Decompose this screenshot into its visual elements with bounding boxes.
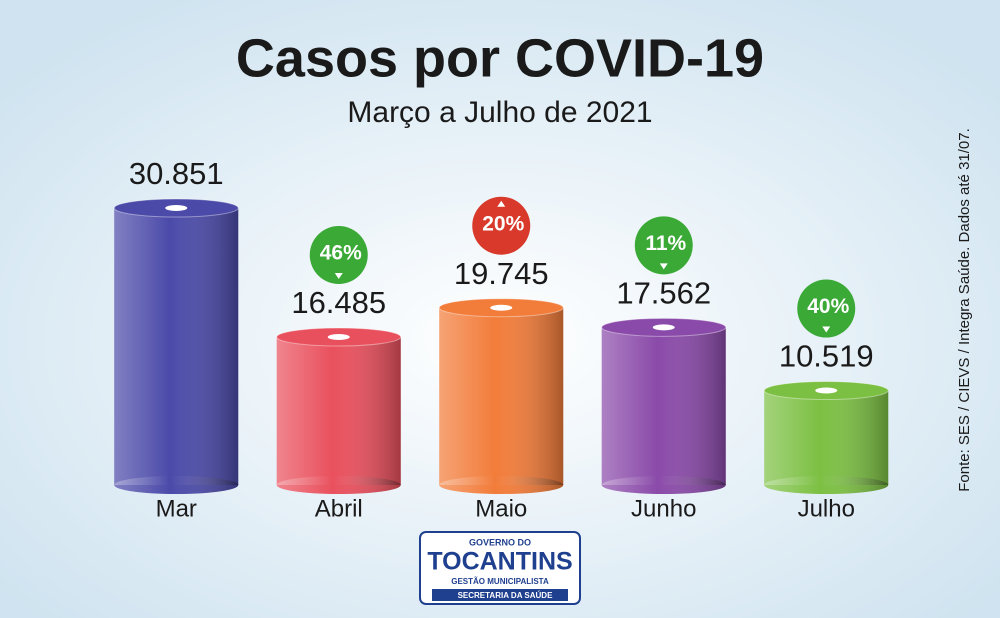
logo-department: SECRETARIA DA SAÚDE xyxy=(458,591,553,600)
bar-base-shade xyxy=(764,476,889,494)
logo: GOVERNO DO TOCANTINS GESTÃO MUNICIPALIST… xyxy=(419,531,581,605)
logo-tagline: GESTÃO MUNICIPALISTA xyxy=(451,577,549,586)
bar-shade xyxy=(764,390,889,485)
value-label: 30.851 xyxy=(129,156,224,191)
x-tick-label: Maio xyxy=(475,495,527,522)
bar-base-shade xyxy=(439,476,564,494)
change-badge xyxy=(797,279,856,338)
change-label: 11% xyxy=(645,232,686,255)
x-tick-label: Julho xyxy=(798,495,855,522)
value-label: 16.485 xyxy=(291,285,386,320)
change-arrow xyxy=(497,200,506,207)
change-arrow xyxy=(334,272,343,279)
bar-base-shade xyxy=(601,476,726,494)
bar-shade xyxy=(276,336,401,485)
bar-top-hole xyxy=(327,333,350,340)
change-badge xyxy=(309,225,368,284)
x-tick-label: Junho xyxy=(631,495,696,522)
value-label: 19.745 xyxy=(454,256,549,291)
bar-top-hole xyxy=(165,205,188,211)
logo-name: TOCANTINS xyxy=(427,548,572,576)
change-label: 20% xyxy=(482,212,524,235)
x-tick-label: Mar xyxy=(156,495,197,522)
bar-shade xyxy=(114,208,239,485)
bar-shade xyxy=(439,307,564,485)
source-note: Fonte: SES / CIEVS / Integra Saúde. Dado… xyxy=(956,128,973,492)
logo-frame xyxy=(419,531,581,605)
chart-subtitle: Março a Julho de 2021 xyxy=(347,96,652,129)
bar-top-hole xyxy=(815,387,838,394)
bar-shade xyxy=(601,327,726,485)
bar-base-shade xyxy=(114,476,239,494)
change-badge xyxy=(634,216,693,275)
x-tick-label: Abril xyxy=(315,495,363,522)
bar-top-hole xyxy=(652,324,675,331)
change-label: 40% xyxy=(807,295,849,318)
change-arrow xyxy=(822,326,831,333)
bar-base-shade xyxy=(276,476,401,494)
change-badge xyxy=(472,196,531,255)
bar-top-hole xyxy=(490,304,513,311)
change-label: 46% xyxy=(320,242,362,265)
change-arrow xyxy=(659,263,668,270)
chart-title: Casos por COVID-19 xyxy=(236,28,764,88)
value-label: 10.519 xyxy=(779,339,874,374)
logo-top: GOVERNO DO xyxy=(469,537,531,547)
logo-band xyxy=(432,589,568,601)
value-label: 17.562 xyxy=(616,276,711,311)
